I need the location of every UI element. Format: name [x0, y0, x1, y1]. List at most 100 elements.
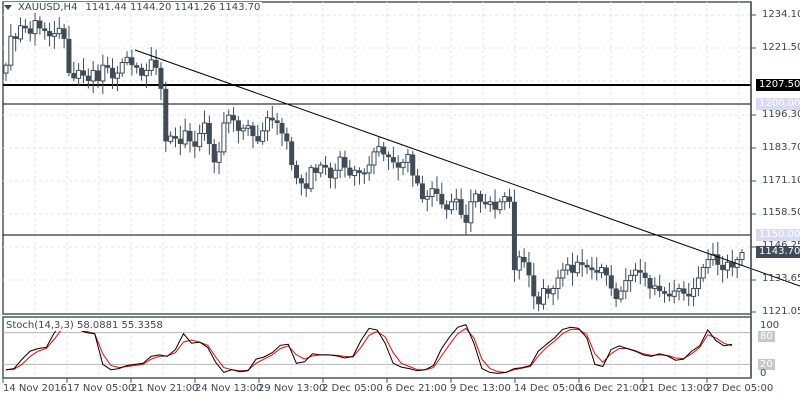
- time-label: 16 Dec 21:00: [578, 383, 646, 394]
- candle-bull: [226, 114, 232, 124]
- candle-bear: [507, 196, 513, 202]
- candle-bear: [666, 293, 672, 297]
- candle-bear: [255, 136, 261, 142]
- candle-bear: [545, 288, 551, 294]
- resistance-price-tag: 1207.50: [756, 79, 800, 91]
- candle-bull: [405, 154, 411, 163]
- candle-bear: [356, 170, 362, 173]
- dropdown-triangle-icon[interactable]: [4, 5, 12, 10]
- last-price-tag: 1143.70: [756, 246, 800, 258]
- candle-bear: [715, 254, 721, 265]
- ohlc-values: 1141.44 1144.20 1141.26 1143.70: [85, 2, 261, 13]
- candle-bull: [337, 156, 343, 171]
- candle-bull: [352, 169, 358, 177]
- candle-bull: [18, 25, 24, 40]
- candle-bear: [85, 75, 91, 81]
- candle-bear: [105, 65, 111, 68]
- candle-bear: [80, 70, 86, 76]
- time-label: 14 Dec 05:00: [514, 383, 582, 394]
- candle-bear: [347, 167, 353, 176]
- candle-bear: [729, 262, 735, 268]
- time-label: 21 Nov 21:00: [131, 383, 199, 394]
- candle-bear: [42, 28, 48, 32]
- level-1150-price-tag: 1150.00: [756, 229, 800, 241]
- candle-bear: [642, 272, 648, 278]
- candle-bull: [90, 69, 96, 82]
- candle-bear: [720, 264, 726, 271]
- candle-bull: [371, 151, 377, 166]
- candle-bull: [32, 20, 38, 35]
- stochastic-label: Stoch(14,3,3) 58.0881 55.3358: [6, 320, 163, 331]
- candle-bear: [594, 270, 600, 273]
- candle-bear: [294, 165, 300, 179]
- candle-bear: [274, 120, 280, 123]
- candle-bear: [289, 141, 295, 166]
- time-label: 21 Dec 13:00: [642, 383, 710, 394]
- time-label: 14 Nov 2016: [3, 383, 68, 394]
- candle-bull: [216, 151, 222, 163]
- candle-bear: [536, 296, 542, 305]
- candle-bear: [589, 267, 595, 271]
- candle-bear: [250, 125, 256, 137]
- candle-bull: [429, 188, 435, 198]
- candle-bear: [61, 28, 67, 39]
- candle-bear: [390, 157, 396, 163]
- time-label: 9 Dec 13:00: [450, 383, 511, 394]
- candle-bull: [700, 266, 706, 279]
- candle-bull: [691, 287, 697, 297]
- candle-bear: [395, 162, 401, 168]
- candle-bull: [550, 287, 556, 295]
- candle-bear: [298, 178, 304, 184]
- candle-bull: [332, 169, 338, 179]
- candle-bull: [76, 69, 82, 79]
- time-label: 24 Nov 13:00: [195, 383, 263, 394]
- candle-bear: [579, 262, 585, 265]
- candle-bear: [192, 141, 198, 147]
- candle-bear: [521, 256, 527, 263]
- candle-bear: [608, 275, 614, 289]
- main-chart-frame: [2, 1, 752, 315]
- candle-bull: [468, 201, 474, 224]
- candle-bear: [187, 130, 193, 142]
- candle-bear: [172, 136, 178, 139]
- candle-bear: [284, 133, 290, 142]
- candle-bear: [444, 204, 450, 210]
- candle-bear: [570, 264, 576, 273]
- time-label: 27 Dec 05:00: [706, 383, 774, 394]
- candle-bear: [110, 67, 116, 79]
- candle-bull: [739, 251, 745, 261]
- candle-bear: [177, 138, 183, 144]
- candle-bear: [662, 291, 668, 294]
- candle-bear: [478, 193, 484, 202]
- candle-bull: [366, 164, 372, 174]
- candle-bull: [628, 274, 634, 282]
- candle-bull: [260, 130, 266, 142]
- candle-bull: [245, 125, 251, 129]
- candle-bear: [342, 157, 348, 168]
- candle-bull: [148, 59, 154, 71]
- candle-bear: [47, 31, 53, 37]
- candle-bull: [143, 69, 149, 77]
- candle-bear: [531, 275, 537, 297]
- candle-bear: [637, 270, 643, 273]
- price-tick: 1183.70: [762, 142, 800, 153]
- candle-bear: [211, 143, 217, 163]
- stoch-level-80: 80: [758, 331, 775, 342]
- price-tick: 1121.05: [762, 306, 800, 317]
- candle-bear: [279, 122, 285, 134]
- candle-bull: [671, 290, 677, 297]
- candle-bull: [308, 167, 314, 190]
- price-tick: 1196.30: [762, 109, 800, 120]
- candle-bull: [100, 64, 106, 82]
- candle-bear: [27, 28, 33, 34]
- price-tick: 1234.10: [762, 9, 800, 20]
- candle-bull: [3, 64, 9, 74]
- candle-bull: [51, 33, 57, 37]
- price-tick: 1158.50: [762, 207, 800, 218]
- candle-bull: [56, 27, 62, 35]
- candle-bull: [565, 264, 571, 271]
- candle-bull: [632, 269, 638, 276]
- candle-bull: [618, 290, 624, 300]
- chart-title: XAUUSD,H4 1141.44 1144.20 1141.26 1143.7…: [4, 2, 263, 13]
